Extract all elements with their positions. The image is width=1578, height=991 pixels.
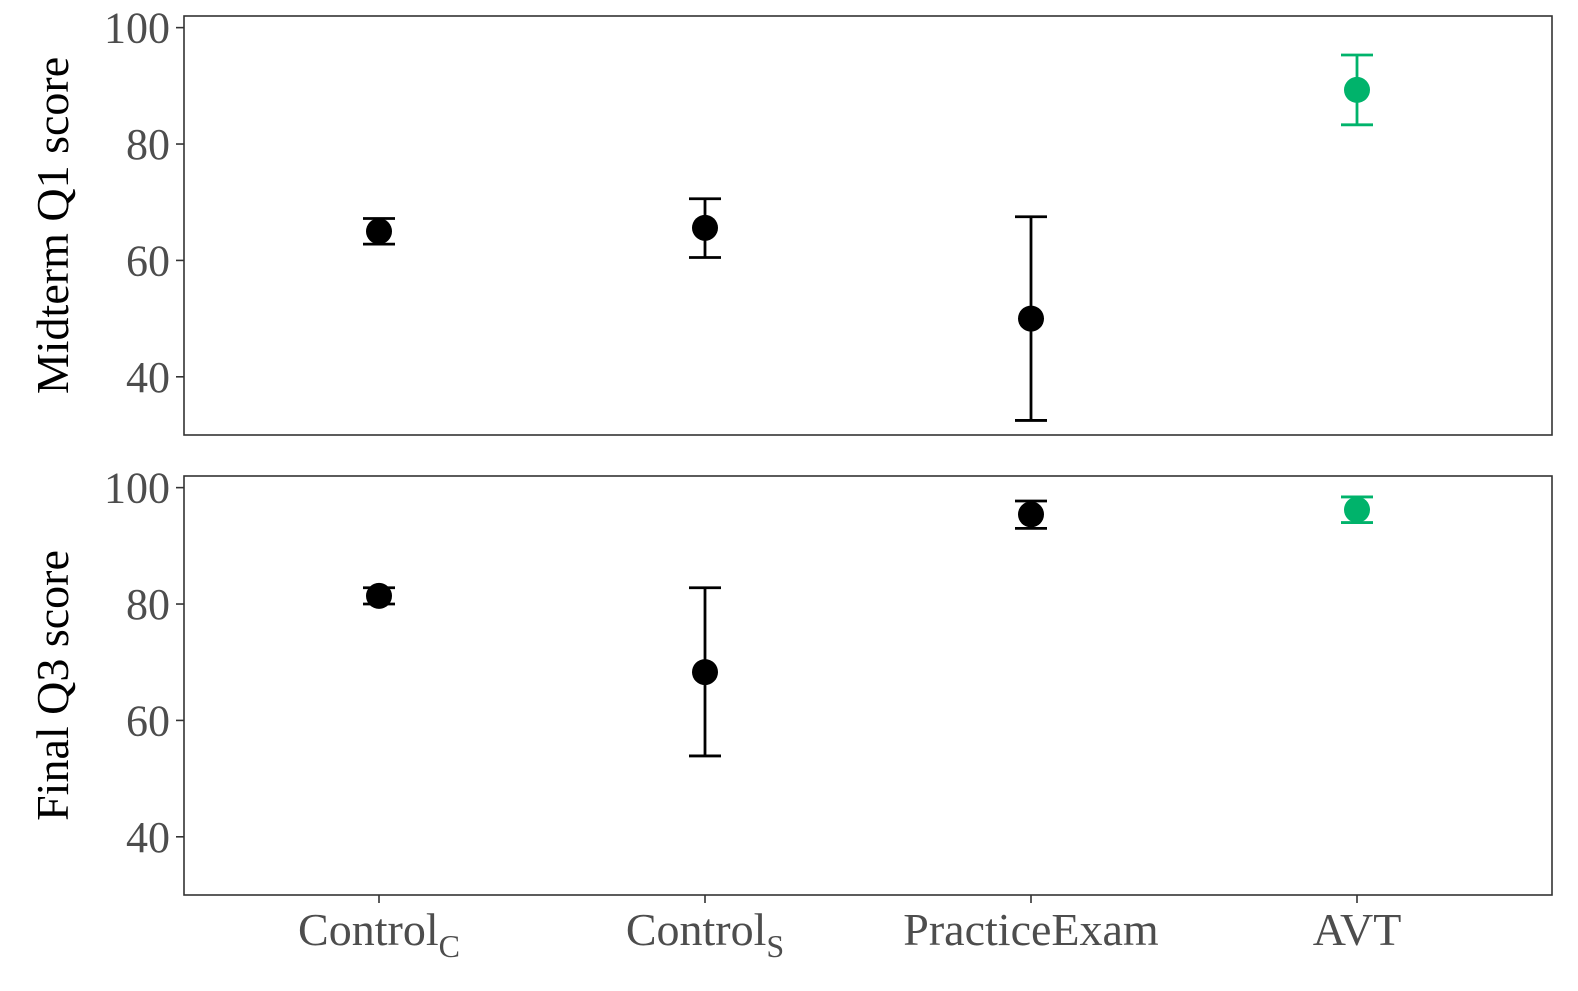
data-point <box>1344 76 1370 103</box>
data-point <box>366 218 392 245</box>
panel-final-q3: 40 60 80 100 Final Q3 score <box>27 464 1553 896</box>
y-tick-label: 40 <box>126 813 170 862</box>
y-tick-label: 40 <box>126 353 170 402</box>
x-tick-label: AVT <box>1313 904 1402 955</box>
data-point-group <box>689 197 721 259</box>
y-tick-label: 100 <box>104 4 170 53</box>
data-point-group <box>1015 499 1047 530</box>
data-point-group <box>1015 215 1047 422</box>
y-tick-label: 60 <box>126 236 170 285</box>
data-point <box>1018 305 1044 332</box>
panel-frame <box>183 475 1553 896</box>
y-tick-label: 80 <box>126 580 170 629</box>
y-tick-label: 60 <box>126 696 170 745</box>
data-point <box>366 582 392 609</box>
x-axis: ControlC ControlS PracticeExam AVT <box>298 895 1401 964</box>
data-point-group <box>689 586 721 758</box>
data-point <box>1344 496 1370 523</box>
x-tick-label: ControlC <box>298 904 460 964</box>
data-point-group <box>363 217 395 246</box>
y-tick-label: 100 <box>104 464 170 513</box>
data-point-group <box>363 582 395 609</box>
x-tick-label: ControlS <box>626 904 784 964</box>
data-point-group <box>1341 53 1373 127</box>
data-point <box>692 659 718 686</box>
panel-frame <box>183 15 1553 436</box>
data-point <box>1018 501 1044 528</box>
data-point-group <box>1341 495 1373 524</box>
y-tick-label: 80 <box>126 120 170 169</box>
y-axis-title: Final Q3 score <box>27 550 78 821</box>
y-axis-title: Midterm Q1 score <box>27 57 78 394</box>
panel-midterm-q1: 40 60 80 100 Midterm Q1 score <box>27 4 1553 436</box>
x-tick-label: PracticeExam <box>903 904 1159 955</box>
data-point <box>692 214 718 241</box>
